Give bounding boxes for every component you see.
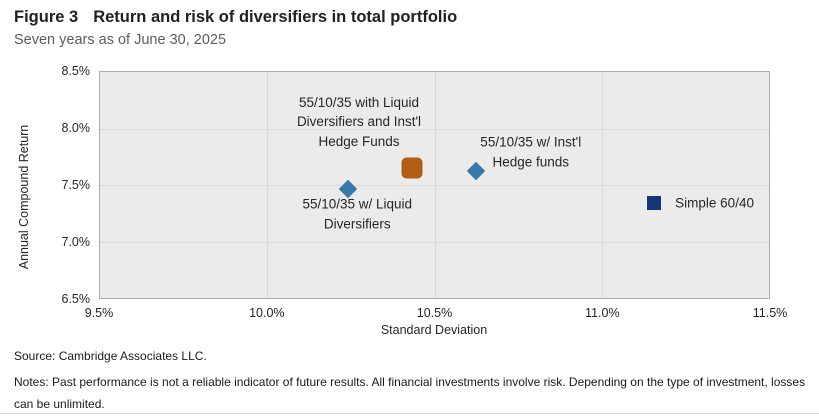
horizontal-gridline: [100, 128, 769, 130]
figure-header: Figure 3 Return and risk of diversifiers …: [14, 8, 457, 27]
x-tick-label: 10.0%: [249, 306, 285, 320]
figure-title: Return and risk of diversifiers in total…: [93, 8, 458, 26]
y-tick-label: 7.0%: [61, 235, 91, 249]
x-tick-label: 10.5%: [416, 306, 453, 320]
scatter-point-label-3: 55/10/35 w/ Liquid Diversifiers: [302, 196, 413, 232]
bottom-divider: [0, 413, 819, 414]
disclaimer-notes: Notes: Past performance is not a reliabl…: [14, 375, 806, 411]
y-tick-label: 6.5%: [61, 292, 91, 306]
x-axis-title: Standard Deviation: [380, 323, 488, 337]
scatter-point-label-4: Simple 60/40: [675, 195, 754, 211]
horizontal-gridline: [100, 185, 769, 186]
horizontal-gridline: [100, 241, 769, 243]
x-tick-label: 9.5%: [84, 306, 114, 320]
scatter-marker-1: [401, 157, 423, 179]
y-tick-label: 7.5%: [61, 178, 91, 192]
x-tick-label: 11.5%: [752, 306, 788, 320]
y-tick-label: 8.5%: [61, 64, 91, 78]
y-tick-label: 8.0%: [61, 121, 91, 135]
scatter-marker-4: [646, 196, 661, 211]
figure-subtitle: Seven years as of June 30, 2025: [14, 32, 227, 48]
plot-area: 55/10/35 with Liquid Diversifiers and In…: [99, 71, 770, 299]
source-note: Source: Cambridge Associates LLC.: [14, 349, 207, 363]
x-tick-label: 11.0%: [585, 306, 620, 320]
scatter-point-label-2: 55/10/35 w/ Inst'l Hedge funds: [480, 134, 582, 170]
scatter-point-label-1: 55/10/35 with Liquid Diversifiers and In…: [296, 94, 422, 149]
figure-number: Figure 3: [14, 8, 79, 26]
